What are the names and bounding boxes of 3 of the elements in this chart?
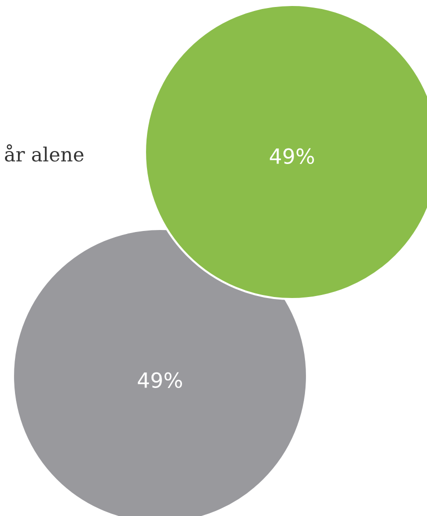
text: år alene	[4, 144, 84, 162]
data-label: 49%	[138, 372, 182, 388]
data-label: 49%	[270, 148, 314, 164]
